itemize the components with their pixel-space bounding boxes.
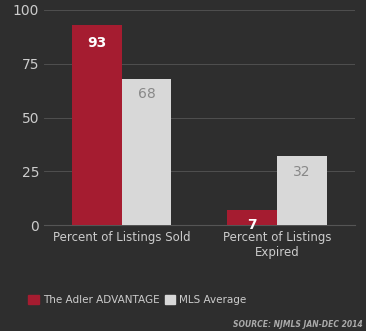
Bar xyxy=(122,79,171,225)
Bar xyxy=(227,210,277,225)
Text: 68: 68 xyxy=(138,87,156,101)
Text: 7: 7 xyxy=(247,217,257,232)
Legend: The Adler ADVANTAGE, MLS Average: The Adler ADVANTAGE, MLS Average xyxy=(24,291,251,309)
Text: SOURCE: NJMLS JAN-DEC 2014: SOURCE: NJMLS JAN-DEC 2014 xyxy=(233,320,362,329)
Bar xyxy=(72,25,122,225)
Bar xyxy=(277,156,327,225)
Text: 32: 32 xyxy=(294,165,311,179)
Text: 93: 93 xyxy=(87,36,107,50)
